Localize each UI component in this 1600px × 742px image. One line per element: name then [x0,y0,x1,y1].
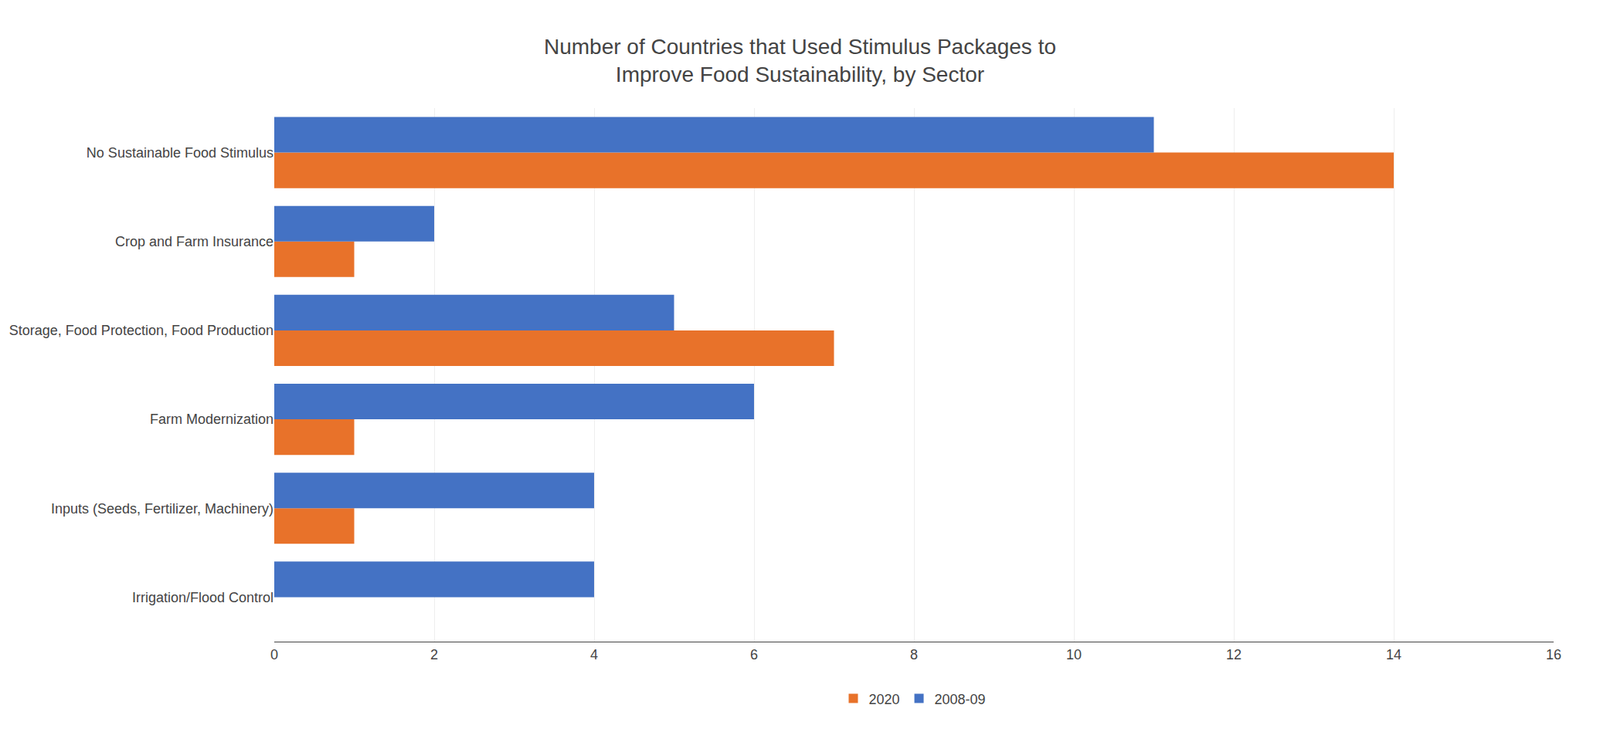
svg-text:8: 8 [910,647,918,663]
svg-text:12: 12 [1226,647,1242,663]
svg-text:2008-09: 2008-09 [934,692,986,708]
svg-text:2020: 2020 [869,692,901,708]
svg-text:Farm Modernization: Farm Modernization [149,411,274,428]
svg-text:2: 2 [430,647,439,663]
svg-text:Number of Countries that Used: Number of Countries that Used Stimulus P… [543,34,1057,87]
svg-text:Crop and Farm Insurance: Crop and Farm Insurance [115,234,274,250]
svg-text:14: 14 [1385,647,1402,663]
svg-text:4: 4 [590,647,598,663]
svg-text:Inputs (Seeds, Fertilizer, Mac: Inputs (Seeds, Fertilizer, Machinery) [50,501,274,517]
svg-text:Storage, Food Protection, Food: Storage, Food Protection, Food Productio… [9,322,274,339]
svg-text:0: 0 [270,647,279,663]
svg-text:No Sustainable Food Stimulus: No Sustainable Food Stimulus [86,145,274,161]
svg-text:10: 10 [1066,647,1082,663]
svg-text:16: 16 [1545,647,1562,663]
svg-text:Irrigation/Flood Control: Irrigation/Flood Control [132,590,274,606]
svg-text:6: 6 [750,647,758,663]
